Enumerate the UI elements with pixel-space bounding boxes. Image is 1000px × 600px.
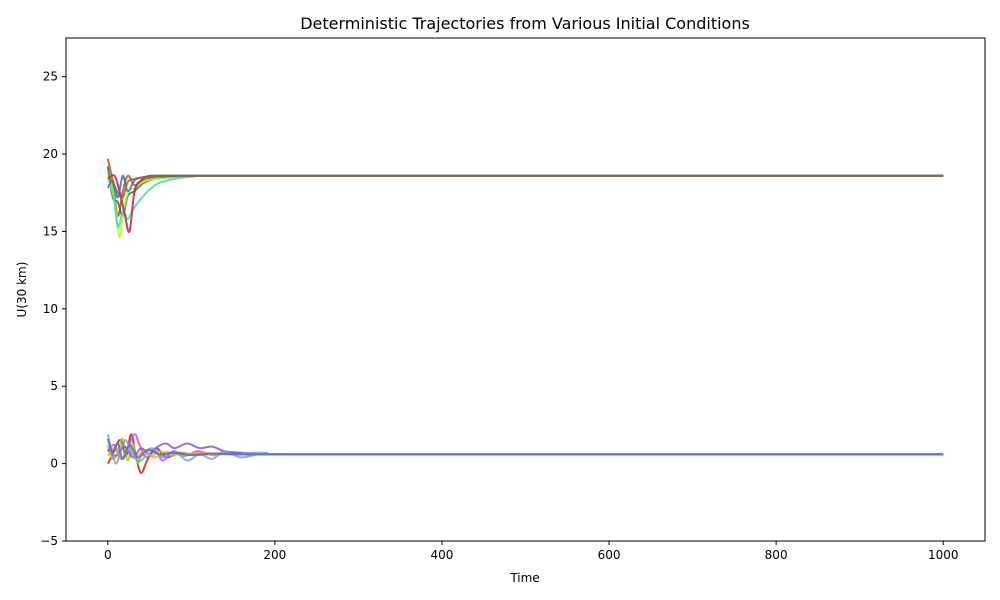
x-axis-label: Time xyxy=(509,571,539,585)
trajectory-line-7 xyxy=(107,174,944,199)
trajectory-line-10 xyxy=(107,433,944,462)
trajectory-line-2 xyxy=(106,166,944,217)
trajectory-line-3 xyxy=(106,174,944,239)
trajectory-line-13 xyxy=(106,433,944,465)
x-tick-label: 800 xyxy=(765,548,788,562)
y-tick-label: 15 xyxy=(43,224,58,238)
y-tick-label: 20 xyxy=(43,147,58,161)
axes-layer: 0 200 400 600 800 1000 −5 0 5 10 15 20 25 xyxy=(40,37,986,562)
y-tick-label: 5 xyxy=(50,379,58,393)
y-tick-label: 25 xyxy=(43,70,58,84)
trajectory-line-6 xyxy=(106,174,944,199)
trajectory-line-1 xyxy=(106,158,944,217)
trajectory-line-5 xyxy=(107,174,944,233)
chart-title: Deterministic Trajectories from Various … xyxy=(300,14,750,33)
trajectory-line-9 xyxy=(106,437,944,465)
x-tick-label: 200 xyxy=(263,548,286,562)
series-layer xyxy=(106,158,944,474)
x-tick-label: 1000 xyxy=(928,548,959,562)
trajectory-line-4 xyxy=(106,174,944,229)
x-tick-label: 400 xyxy=(431,548,454,562)
plot-frame xyxy=(65,37,986,542)
x-tick-label: 600 xyxy=(598,548,621,562)
x-tick-label: 0 xyxy=(104,548,112,562)
y-tick-label: 10 xyxy=(43,302,58,316)
y-axis-label: U(30 km) xyxy=(15,262,29,318)
y-tick-label: 0 xyxy=(50,457,58,471)
y-tick-label: −5 xyxy=(40,534,58,548)
trajectory-line-14 xyxy=(106,438,944,460)
